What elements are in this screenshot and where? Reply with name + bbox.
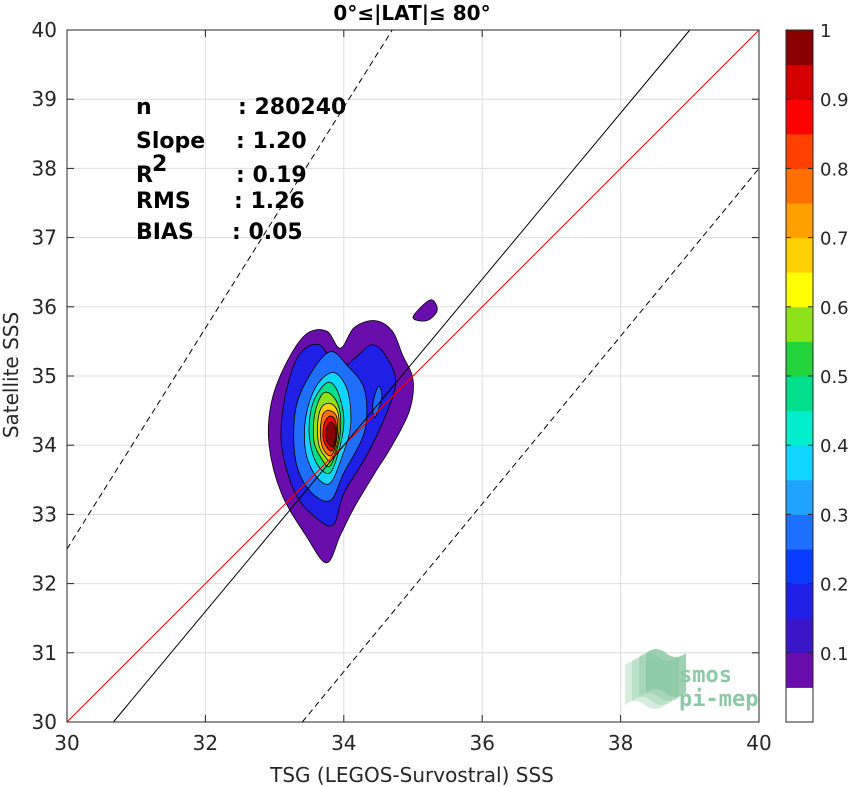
colorbar-band	[786, 549, 813, 585]
statistics-box: n : 280240 Slope : 1.20 R 2 : 0.19 RMS : 1.26 BIA…	[136, 95, 346, 245]
stat-value: : 1.26	[234, 189, 305, 214]
y-tick-label: 38	[32, 156, 57, 180]
y-tick-label: 37	[32, 226, 57, 250]
logo-text-pi-mep: pi-mep	[679, 687, 758, 712]
x-tick-label: 40	[746, 731, 771, 755]
colorbar-tick-label: 1	[820, 21, 831, 42]
colorbar-band	[786, 514, 813, 550]
stat-label-superscript: 2	[152, 152, 167, 177]
y-tick-label: 33	[32, 502, 57, 526]
colorbar-band	[786, 376, 813, 412]
stat-value: : 280240	[238, 95, 346, 120]
stat-label: Slope	[136, 129, 205, 154]
density-contours	[267, 299, 438, 564]
one-to-one-line	[66, 29, 760, 723]
colorbar-band	[786, 687, 813, 723]
stat-label: n	[136, 95, 152, 120]
chart-title: 0°≤|LAT|≤ 80°	[333, 1, 490, 25]
colorbar-tick-label: 0.3	[820, 505, 849, 526]
y-tick-label: 35	[32, 364, 57, 388]
colorbar-band	[786, 341, 813, 377]
colorbar-band	[786, 30, 813, 66]
colorbar-band	[786, 272, 813, 308]
regression-line	[112, 29, 691, 723]
axes: 30 32 34 36 38 40 30 31 32 33 34 35 36 37 38 39 40	[32, 18, 772, 755]
y-tick-label: 32	[32, 572, 57, 596]
logo-text-smos: smos	[679, 663, 732, 688]
density-contour-11	[372, 385, 383, 418]
colorbar-band	[786, 64, 813, 100]
stat-value: : 1.20	[236, 129, 307, 154]
colorbar-tick-label: 0.8	[820, 159, 849, 180]
x-tick-label: 36	[469, 731, 494, 755]
colorbar-tick-label: 0.4	[820, 436, 849, 457]
colorbar-band	[786, 237, 813, 273]
y-axis-label: Satellite SSS	[0, 312, 23, 438]
colorbar-band	[786, 618, 813, 654]
x-axis-label: TSG (LEGOS-Survostral) SSS	[269, 763, 554, 787]
stat-value: : 0.05	[232, 220, 303, 245]
colorbar-band	[786, 133, 813, 169]
grid-lines	[66, 29, 760, 723]
colorbar-band	[786, 583, 813, 619]
density-contour-10	[325, 421, 336, 448]
x-tick-label: 34	[331, 731, 356, 755]
colorbar-band	[786, 168, 813, 204]
colorbar-band	[786, 410, 813, 446]
density-contour-1	[412, 299, 438, 322]
logo-wave-shape	[646, 649, 686, 697]
y-tick-label: 30	[32, 710, 57, 734]
colorbar-tick-label: 0.1	[820, 644, 849, 665]
x-tick-label: 38	[608, 731, 633, 755]
stat-label: RMS	[136, 189, 191, 214]
colorbar-band	[786, 99, 813, 135]
colorbar-tick-label: 0.7	[820, 229, 849, 250]
y-tick-label: 40	[32, 18, 57, 42]
stat-label: R	[136, 163, 153, 188]
y-tick-label: 39	[32, 87, 57, 111]
colorbar-band	[786, 203, 813, 239]
colorbar-band	[786, 479, 813, 515]
colorbar-band	[786, 306, 813, 342]
colorbar-tick-label: 0.5	[820, 367, 849, 388]
x-tick-label: 32	[193, 731, 218, 755]
y-tick-label: 36	[32, 295, 57, 319]
stat-value: : 0.19	[236, 163, 307, 188]
reference-lines	[66, 29, 760, 723]
colorbar-tick-label: 0.2	[820, 575, 849, 596]
colorbar-band	[786, 445, 813, 481]
stat-label: BIAS	[136, 220, 194, 245]
colorbar: 0.1 0.2 0.3 0.4 0.5 0.6 0.7 0.8 0.9 1	[785, 21, 849, 723]
y-tick-label: 34	[32, 433, 57, 457]
x-tick-label: 30	[54, 731, 79, 755]
colorbar-tick-label: 0.9	[820, 90, 849, 111]
colorbar-tick-label: 0.6	[820, 298, 849, 319]
upper-bound-line	[66, 29, 393, 550]
y-tick-label: 31	[32, 641, 57, 665]
colorbar-band	[786, 652, 813, 688]
